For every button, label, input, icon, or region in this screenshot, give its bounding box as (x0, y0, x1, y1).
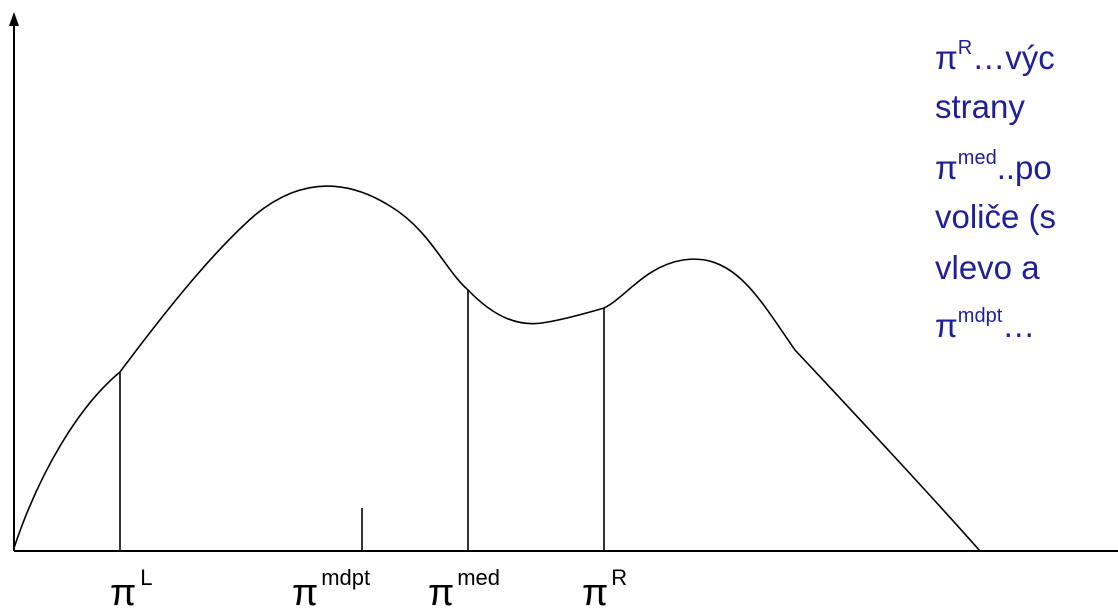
note-mdpt-line1: πmdpt… (935, 305, 1036, 344)
note-r-line1: πR…výc (935, 37, 1055, 76)
note-med-line1: πmed..po (935, 147, 1052, 186)
axis-label-med: π med (428, 565, 500, 610)
y-axis-arrowhead (9, 12, 19, 26)
note-r-line2: strany (935, 88, 1025, 125)
note-med-line3: vlevo a (935, 249, 1040, 286)
note-med-line2: voliče (s (935, 198, 1057, 235)
distribution-curve (13, 185, 981, 552)
axis-label-mdpt: π mdpt (292, 565, 370, 610)
